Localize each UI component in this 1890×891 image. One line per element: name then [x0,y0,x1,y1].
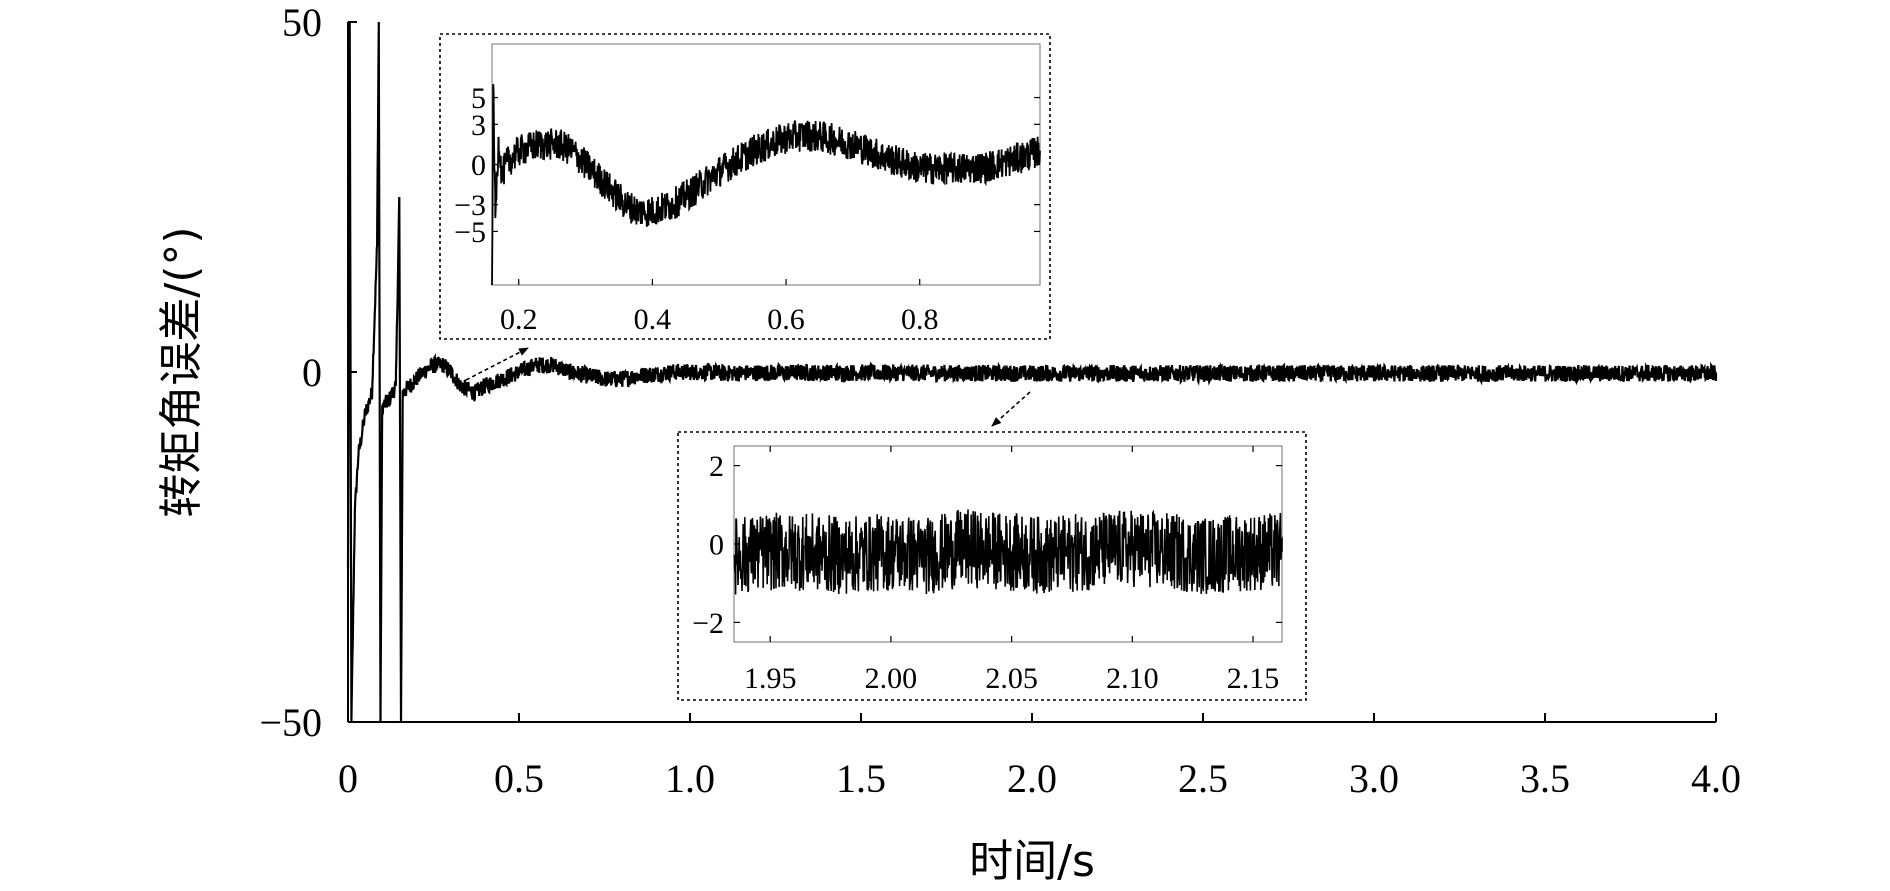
x-tick-label: 2.0 [1007,756,1057,801]
x-tick-label: 1.5 [836,756,886,801]
x-tick-label: 0.5 [494,756,544,801]
y-tick-label: −3 [454,189,486,222]
main-series-line [346,21,1718,723]
x-tick-label: 1.0 [665,756,715,801]
y-tick-label: 50 [282,0,322,45]
inset-1-series-line [491,84,1041,286]
x-tick-label: 3.0 [1349,756,1399,801]
x-tick-label: 0.4 [634,303,672,336]
x-tick-label: 0.6 [767,303,805,336]
inset-2-x-ticks: 1.95 2.00 2.05 2.10 2.15 [744,446,1279,695]
inset-1-y-ticks: −5−3 0 35 [454,82,1040,249]
x-tick-label: 2.15 [1227,662,1280,695]
y-tick-label: −50 [259,700,322,745]
inset-1-pointer-arrow [465,347,529,381]
x-tick-label: 1.95 [744,662,797,695]
inset-1-x-ticks: 0.2 0.4 0.6 0.8 [500,279,938,336]
inset-2: 1.95 2.00 2.05 2.10 2.15 −2 0 2 [677,431,1307,701]
y-tick-label: 3 [471,109,486,142]
y-tick-label: −2 [692,607,724,640]
x-tick-label: 2.5 [1178,756,1228,801]
y-tick-label: 0 [709,529,724,562]
x-tick-label: 2.00 [865,662,918,695]
x-tick-label: 0 [338,756,358,801]
y-tick-label: 2 [709,450,724,483]
x-tick-label: 2.10 [1106,662,1159,695]
y-tick-label: 0 [471,149,486,182]
y-axis-title: 转矩角误差/(°) [156,226,207,517]
x-tick-label: 0.8 [901,303,939,336]
inset-2-y-ticks: −2 0 2 [692,450,1282,640]
inset-2-pointer-arrow [991,391,1031,427]
y-tick-label: 5 [471,82,486,115]
x-tick-label: 2.05 [985,662,1038,695]
x-tick-label: 3.5 [1520,756,1570,801]
inset-2-series-line [733,509,1283,595]
y-tick-label: 0 [302,350,322,395]
x-tick-label: 0.2 [500,303,538,336]
main-y-ticks: −50 0 50 [259,0,357,745]
inset-1-frame [439,33,1051,340]
inset-1: 0.2 0.4 0.6 0.8 −5−3 0 35 [439,33,1051,340]
main-x-ticks: 0 0.5 1.0 1.5 2.0 2.5 3.0 3.5 4.0 [338,713,1741,801]
y-tick-label: −5 [454,216,486,249]
x-axis-title: 时间/s [969,836,1095,887]
x-tick-label: 4.0 [1691,756,1741,801]
